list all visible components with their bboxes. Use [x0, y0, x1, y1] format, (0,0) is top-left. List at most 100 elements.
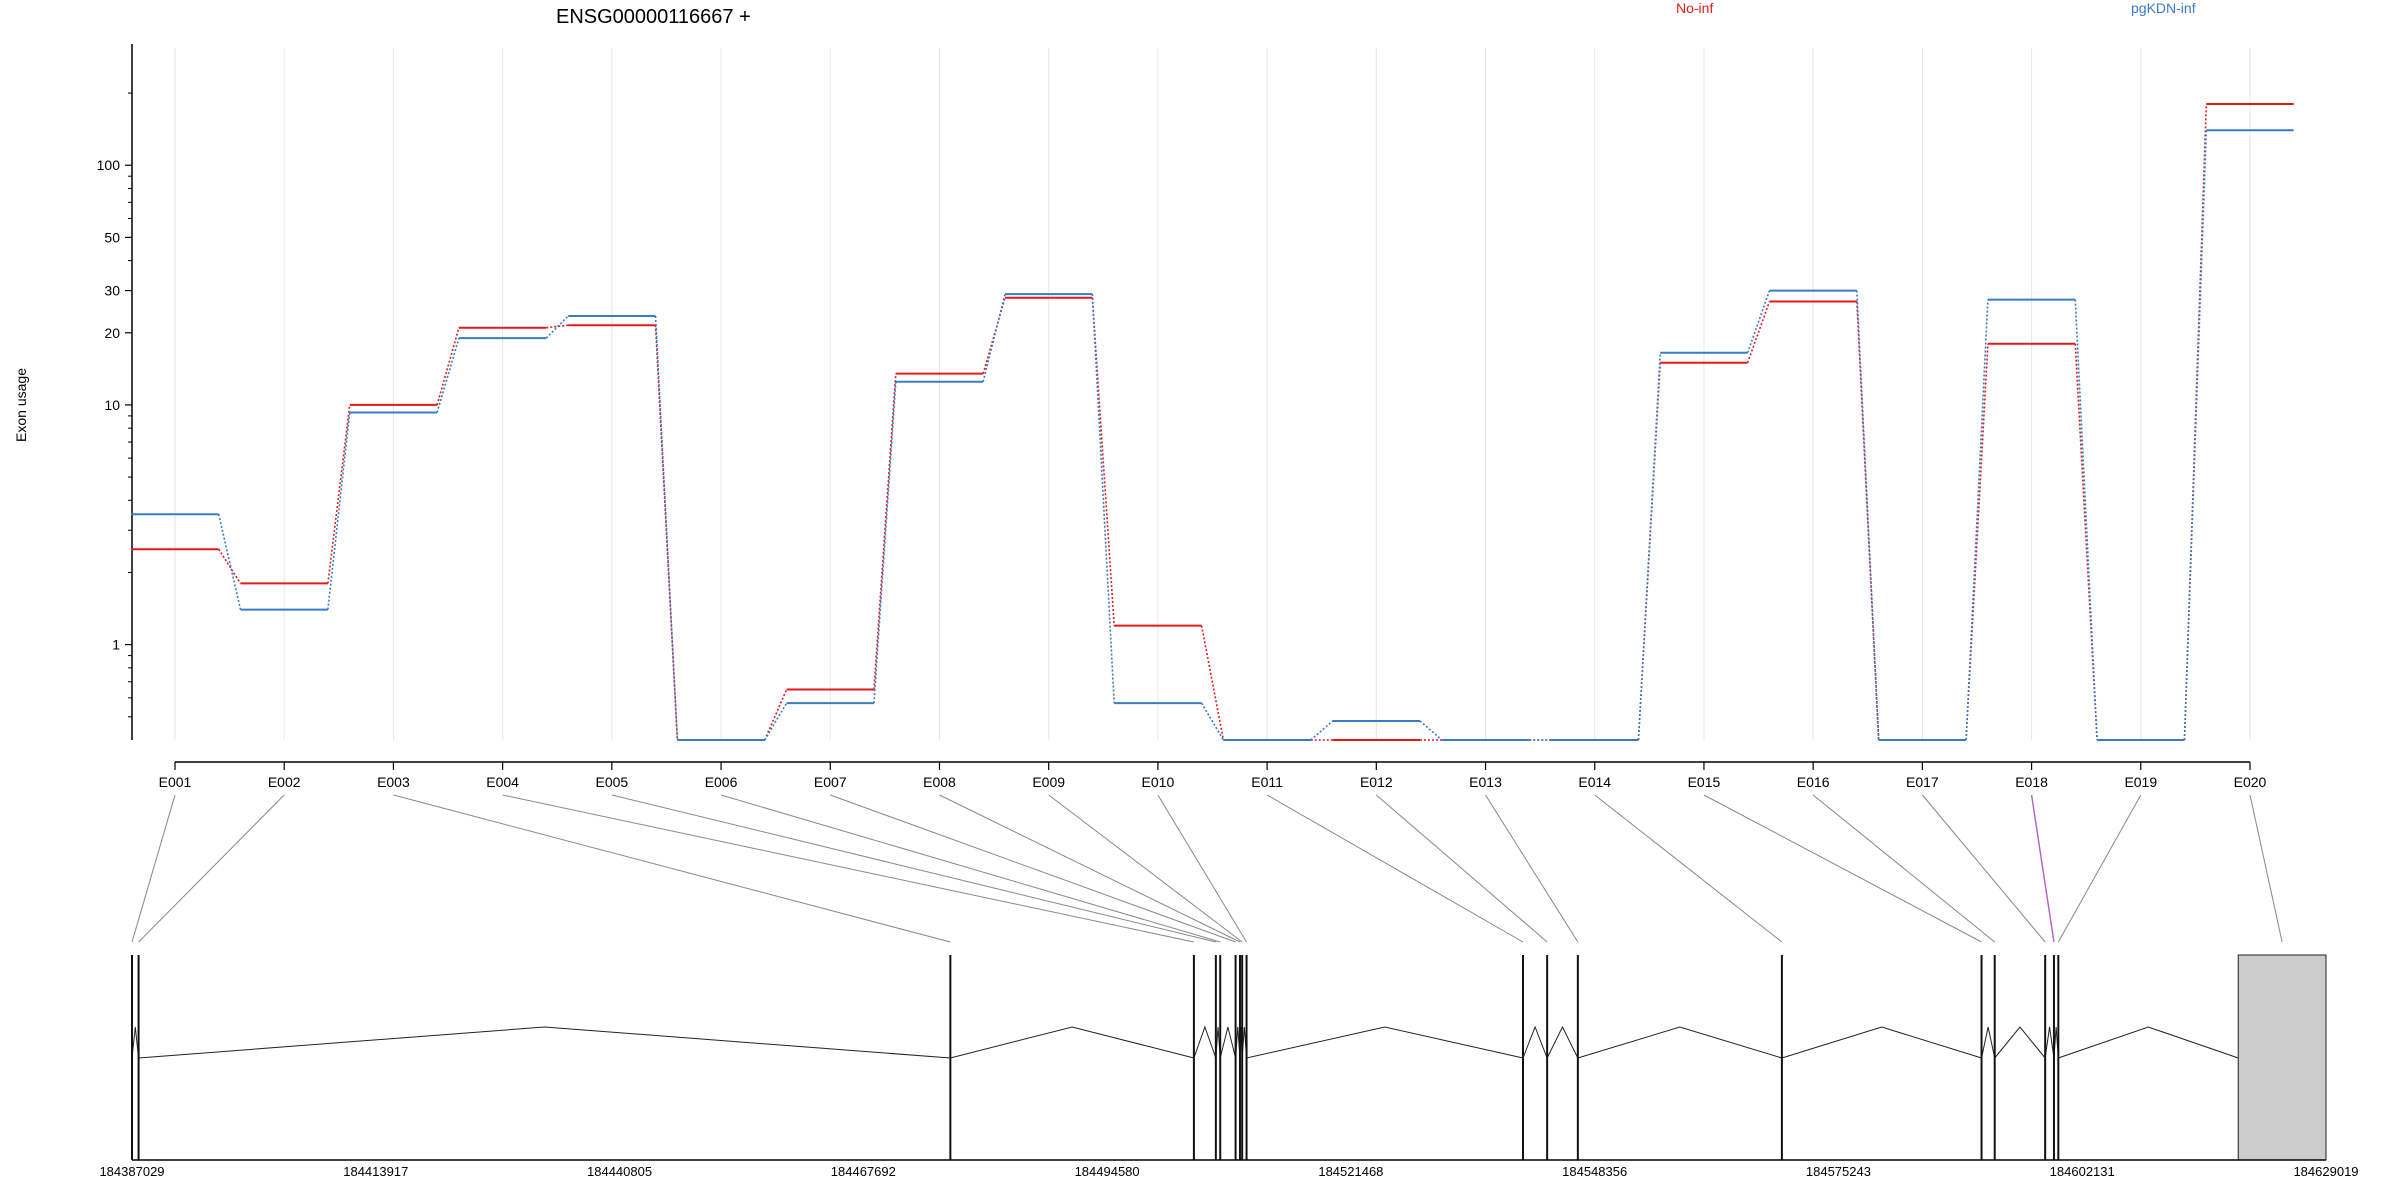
x-tick-label: E014 — [1578, 774, 1611, 790]
series-connector — [545, 315, 569, 339]
x-tick-label: E007 — [814, 774, 847, 790]
exon-connector-line — [1921, 794, 2046, 943]
genomic-tick-label: 184413917 — [343, 1164, 408, 1179]
intron-line — [1193, 1025, 1217, 1059]
series-connector — [436, 327, 460, 406]
grid-lines — [174, 48, 2251, 740]
exon-connector-line — [502, 794, 1194, 943]
series-connector — [1856, 290, 1880, 741]
intron-line — [2044, 1026, 2055, 1059]
exon-connector-line — [138, 794, 285, 943]
series-connector — [873, 381, 897, 704]
series-connector — [1419, 720, 1443, 741]
genomic-tick-label: 184575243 — [1806, 1164, 1871, 1179]
exon-connectors — [131, 794, 2283, 943]
genomic-tick-label: 184440805 — [587, 1164, 652, 1179]
y-axis-label: Exon usage — [13, 368, 29, 442]
y-tick-label: 1 — [112, 637, 120, 653]
legend-pgkdn-inf: pgKDN-inf — [2131, 0, 2196, 16]
intron-line — [1994, 1026, 2046, 1059]
y-tick-label: 10 — [104, 397, 120, 413]
series-connector — [764, 689, 788, 741]
series-connector — [327, 412, 351, 610]
genomic-tick-label: 184387029 — [99, 1164, 164, 1179]
x-tick-label: E001 — [159, 774, 192, 790]
genomic-tick-label: 184548356 — [1562, 1164, 1627, 1179]
x-axis: E001 E002 E003 E004 E005 E006 E007 E008 E009 E010… — [159, 761, 2267, 790]
legend-no-inf: No-inf — [1676, 0, 1713, 16]
x-tick-label: E016 — [1797, 774, 1830, 790]
series-lines — [131, 103, 2294, 741]
exon-connector-line — [939, 794, 1241, 943]
series-connector — [1200, 702, 1225, 741]
series-connector — [1746, 301, 1771, 363]
genomic-tick-label: 184467692 — [831, 1164, 896, 1179]
genomic-tick-label: 184629019 — [2293, 1164, 2358, 1179]
exon-connector-line — [1375, 794, 1548, 943]
x-tick-label: E013 — [1469, 774, 1502, 790]
exon-connector-line — [830, 794, 1236, 943]
x-tick-label: E002 — [268, 774, 301, 790]
gene-model: 184387029 184413917 184440805 184467692 1844… — [99, 954, 2359, 1179]
series-connector — [654, 325, 679, 741]
x-tick-label: E015 — [1688, 774, 1721, 790]
chart-title: ENSG00000116667 + — [556, 6, 751, 28]
intron-line — [1577, 1026, 1783, 1059]
exon-connector-line — [1266, 794, 1524, 943]
series-connector — [436, 337, 460, 413]
series-connector — [1965, 299, 1989, 741]
exon-connector-line — [131, 794, 176, 943]
exon-connector-line — [2057, 794, 2142, 943]
exon-box — [2237, 954, 2327, 1161]
series-connector — [546, 324, 569, 329]
series-pgKDN-inf — [131, 129, 2294, 741]
series-connector — [1310, 720, 1334, 741]
intron-line — [1546, 1025, 1579, 1059]
series-connector — [327, 404, 351, 584]
series-connector — [982, 297, 1006, 374]
x-tick-label: E011 — [1251, 774, 1283, 790]
intron-line — [2058, 1026, 2239, 1059]
x-tick-label: E006 — [705, 774, 738, 790]
intron-line — [1219, 1026, 1237, 1059]
exon-connector-line — [1048, 794, 1243, 943]
exon-connector-line — [1485, 794, 1579, 943]
exon-connector-line — [720, 794, 1221, 943]
exon-connector-line — [611, 794, 1216, 943]
intron-line — [131, 1026, 140, 1059]
exon-connector-line — [393, 794, 951, 943]
y-tick-label: 20 — [104, 325, 120, 341]
x-tick-label: E017 — [1906, 774, 1939, 790]
exon-connector-line — [1594, 794, 1783, 943]
exon-connector-line — [1812, 794, 1996, 943]
exon-connector-line — [2249, 794, 2283, 943]
genomic-tick-label: 184494580 — [1075, 1164, 1140, 1179]
x-tick-label: E020 — [2234, 774, 2267, 790]
y-tick-label: 50 — [104, 229, 120, 245]
series-connector — [217, 514, 242, 610]
x-tick-label: E003 — [377, 774, 410, 790]
series-connector — [654, 315, 679, 741]
series-connector — [1965, 343, 1989, 741]
series-connector — [873, 373, 897, 690]
series-connector — [218, 548, 242, 584]
intron-line — [138, 1026, 951, 1059]
x-tick-label: E010 — [1142, 774, 1175, 790]
intron-line — [1781, 1026, 1982, 1059]
exon-connector-line — [1157, 794, 1247, 943]
x-tick-label: E004 — [486, 774, 519, 790]
y-tick-label: 30 — [104, 283, 120, 299]
genomic-tick-label: 184602131 — [2050, 1164, 2115, 1179]
series-connector — [982, 293, 1006, 382]
y-tick-label: 100 — [97, 157, 121, 173]
intron-line — [1981, 1026, 1996, 1059]
series-No-inf — [131, 103, 2294, 741]
genomic-tick-label: 184521468 — [1318, 1164, 1383, 1179]
x-tick-label: E018 — [2015, 774, 2048, 790]
x-tick-label: E008 — [923, 774, 956, 790]
exon-connector-line — [2030, 794, 2055, 943]
series-connector — [764, 702, 788, 741]
intron-line — [1246, 1026, 1524, 1059]
series-connector — [1091, 297, 1116, 626]
